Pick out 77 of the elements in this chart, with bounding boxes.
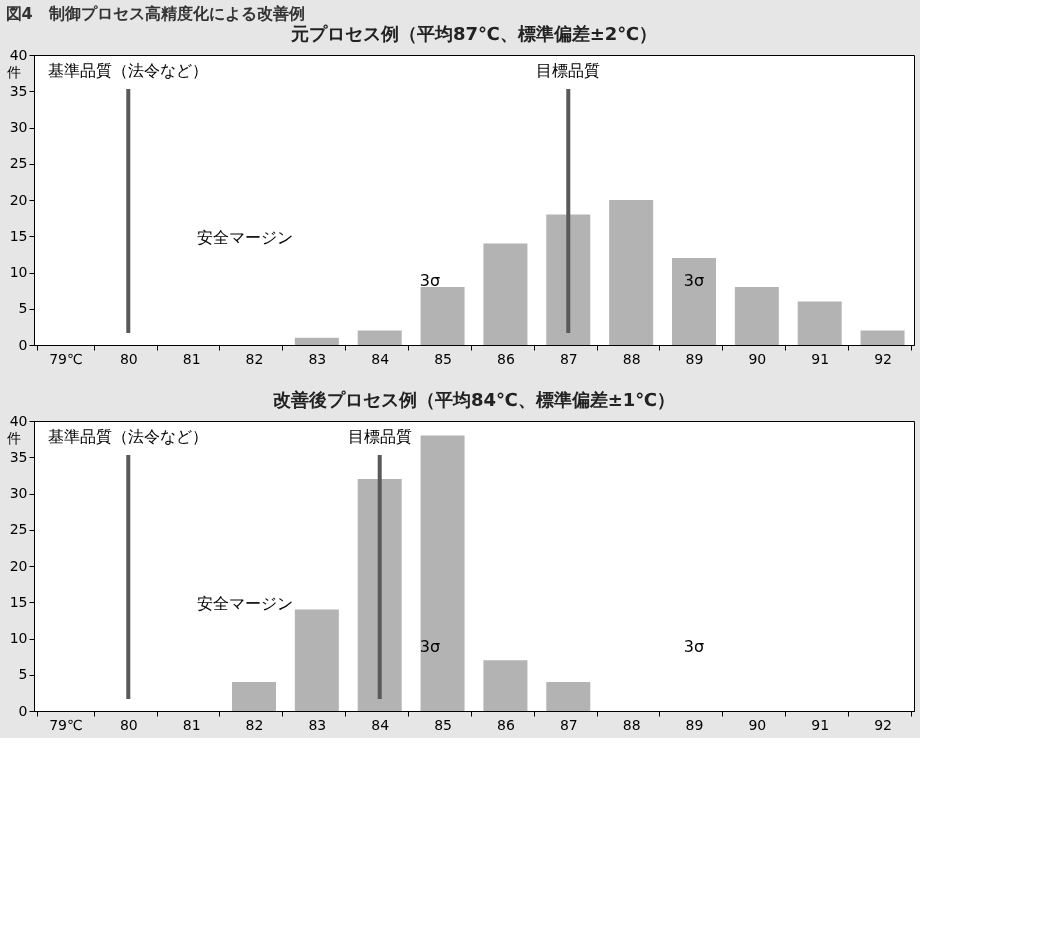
- x-tick-label: 81: [182, 350, 201, 367]
- ref-line-label: 基準品質（法令など）: [48, 61, 209, 80]
- bar: [232, 682, 276, 711]
- x-tick-label: 79℃: [49, 350, 83, 367]
- x-tick-label: 80: [119, 716, 138, 733]
- bar: [483, 660, 528, 711]
- bar: [294, 337, 339, 345]
- y-tick-label: 20: [9, 191, 28, 208]
- x-tick-label: 87: [559, 350, 578, 367]
- y-tick-label: 30: [9, 485, 28, 501]
- bar: [294, 609, 339, 711]
- bar: [546, 682, 591, 711]
- x-tick-label: 86: [497, 716, 515, 733]
- y-tick-label: 5: [18, 666, 28, 683]
- y-tick-label: 25: [9, 521, 28, 538]
- y-tick-label: 40: [9, 46, 28, 63]
- annotation: 3σ: [683, 271, 705, 291]
- x-tick-label: 89: [685, 716, 704, 733]
- y-tick-label: 30: [9, 119, 28, 135]
- y-tick-label: 35: [9, 448, 28, 465]
- chart-title: 改善後プロセス例（平均84℃、標準偏差±1℃）: [272, 389, 676, 410]
- y-tick-label: 35: [9, 82, 28, 99]
- annotation: 3σ: [683, 637, 705, 657]
- annotation: 3σ: [419, 637, 441, 657]
- x-tick-label: 82: [245, 350, 264, 367]
- bar: [546, 214, 591, 345]
- x-tick-label: 91: [811, 350, 830, 367]
- bar: [420, 435, 465, 711]
- y-tick-label: 0: [18, 336, 28, 353]
- caption: 図4 制御プロセス高精度化による改善例: [5, 3, 305, 23]
- x-tick-label: 89: [685, 350, 704, 367]
- y-tick-label: 15: [9, 593, 28, 610]
- y-tick-label: 5: [18, 300, 28, 317]
- bar: [672, 258, 716, 345]
- ref-line-label: 目標品質: [347, 427, 412, 446]
- y-tick-label: 15: [9, 227, 28, 244]
- x-tick-label: 90: [748, 716, 767, 733]
- x-tick-label: 80: [119, 350, 138, 367]
- bar: [357, 479, 402, 711]
- x-tick-label: 84: [371, 716, 390, 733]
- ref-line-label: 基準品質（法令など）: [48, 427, 209, 446]
- x-tick-label: 88: [622, 350, 641, 367]
- annotation: 3σ: [419, 271, 441, 291]
- ref-line-label: 目標品質: [536, 61, 601, 80]
- y-axis-title: 件: [6, 429, 21, 446]
- bar: [483, 243, 528, 345]
- x-tick-label: 86: [497, 350, 515, 367]
- y-tick-label: 20: [9, 557, 28, 574]
- bar: [357, 330, 402, 345]
- x-tick-label: 79℃: [49, 716, 83, 733]
- x-tick-label: 83: [308, 350, 327, 367]
- bar: [734, 287, 779, 345]
- y-tick-label: 25: [9, 155, 28, 172]
- x-tick-label: 83: [308, 716, 327, 733]
- x-tick-label: 91: [811, 716, 830, 733]
- y-tick-label: 0: [18, 702, 28, 719]
- bar: [797, 301, 842, 345]
- bar: [609, 200, 654, 345]
- x-tick-label: 85: [434, 350, 452, 367]
- annotation: 安全マージン: [197, 227, 294, 247]
- x-tick-label: 92: [874, 716, 892, 733]
- chart-title: 元プロセス例（平均87℃、標準偏差±2℃）: [289, 23, 658, 44]
- x-tick-label: 87: [559, 716, 578, 733]
- bar: [420, 287, 465, 345]
- bar: [860, 330, 905, 345]
- annotation: 安全マージン: [197, 593, 294, 613]
- x-tick-label: 92: [874, 350, 892, 367]
- x-tick-label: 85: [434, 716, 452, 733]
- x-tick-label: 84: [371, 350, 390, 367]
- y-tick-label: 40: [9, 412, 28, 429]
- y-tick-label: 10: [9, 630, 28, 646]
- x-tick-label: 90: [748, 350, 767, 367]
- y-axis-title: 件: [6, 63, 21, 80]
- x-tick-label: 81: [182, 716, 201, 733]
- y-tick-label: 10: [9, 264, 28, 280]
- x-tick-label: 82: [245, 716, 264, 733]
- x-tick-label: 88: [622, 716, 641, 733]
